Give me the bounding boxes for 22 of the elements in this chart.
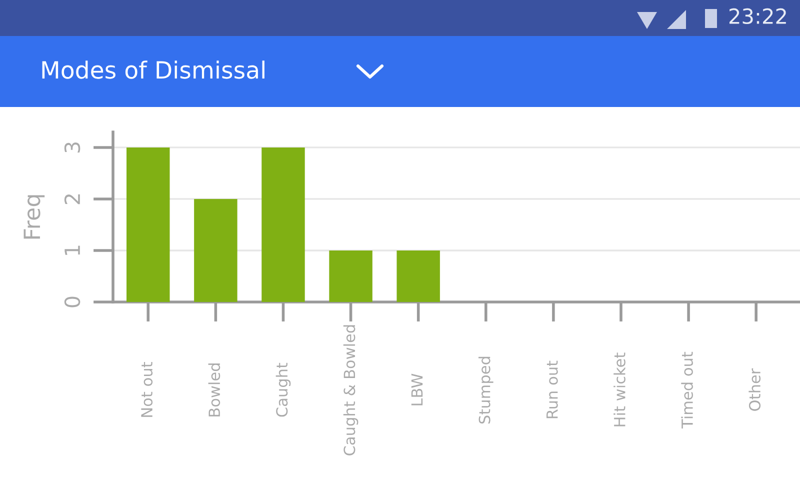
x-tick-label: Caught xyxy=(276,362,291,417)
y-tick-label: 2 xyxy=(64,194,80,204)
x-tick-label: Hit wicket xyxy=(614,352,626,426)
y-tick-label: 1 xyxy=(64,246,80,255)
y-tick-label: 0 xyxy=(64,296,80,308)
x-tick-label: Run out xyxy=(546,360,558,418)
y-tick-label: 3 xyxy=(64,142,80,152)
x-tick-label: Caught & Bowled xyxy=(343,325,358,456)
x-tick-label: Stumped xyxy=(478,356,494,424)
x-tick-label: LBW xyxy=(411,374,423,406)
x-tick-label: Other xyxy=(748,368,761,411)
x-tick-label: Bowled xyxy=(208,364,220,416)
text: 23:22 xyxy=(729,8,786,24)
y-axis-title: Freq xyxy=(24,195,45,239)
bar xyxy=(396,250,440,302)
bar xyxy=(329,250,372,302)
x-tick-label: Timed out xyxy=(681,352,693,429)
bar xyxy=(194,198,238,302)
bar xyxy=(126,147,170,302)
bar xyxy=(262,147,305,302)
chart-title: Modes of Dismissal xyxy=(42,60,264,79)
x-tick-label: Not out xyxy=(141,362,153,417)
